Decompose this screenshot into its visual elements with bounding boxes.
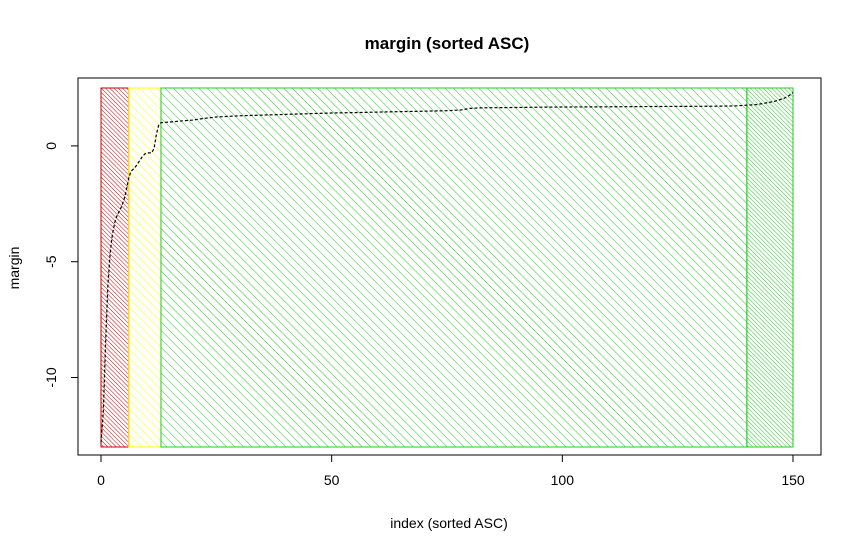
margin-line — [100, 92, 794, 443]
y-axis-label: margin — [6, 247, 22, 290]
x-tick-label: 100 — [551, 472, 575, 488]
y-tick-label: 0 — [43, 142, 59, 150]
region-1 — [128, 87, 162, 448]
regions — [100, 87, 794, 448]
x-tick-label: 150 — [781, 472, 805, 488]
x-tick-label: 0 — [97, 472, 105, 488]
x-axis: 0 50 100 150 — [97, 454, 805, 488]
x-tick-label: 50 — [324, 472, 340, 488]
region-2 — [160, 87, 748, 448]
y-tick-label: -5 — [43, 255, 59, 268]
y-axis: -10 -5 0 — [43, 142, 79, 388]
y-tick-label: -10 — [43, 367, 59, 387]
chart-title: margin (sorted ASC) — [365, 34, 530, 53]
x-axis-label: index (sorted ASC) — [390, 515, 508, 531]
region-3 — [746, 87, 794, 448]
region-0 — [100, 87, 130, 448]
